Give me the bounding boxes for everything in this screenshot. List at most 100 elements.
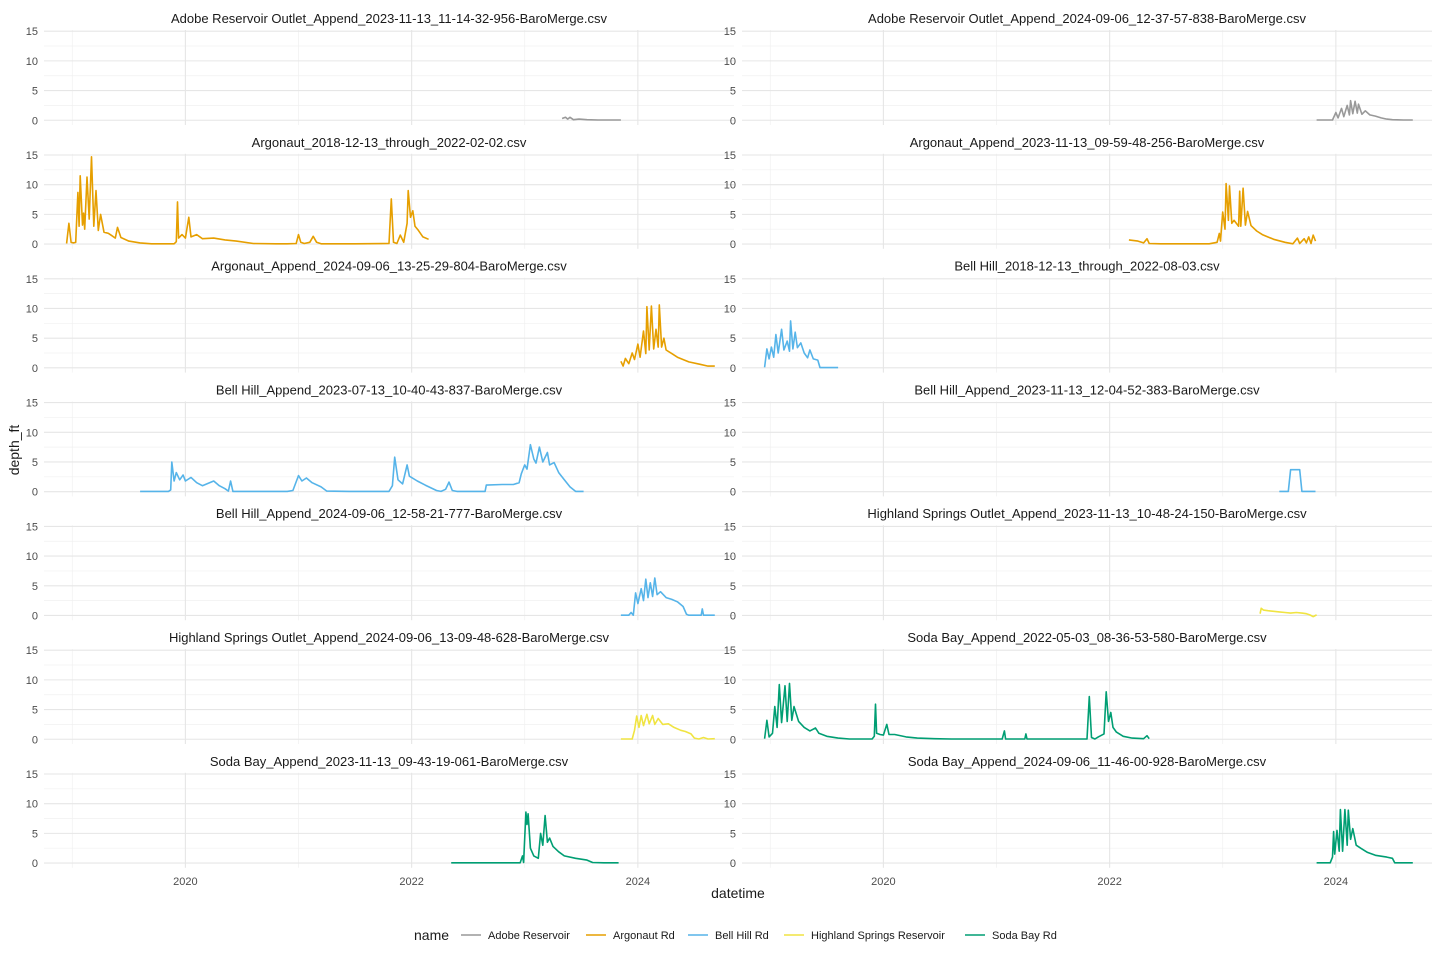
- facet-title: Soda Bay_Append_2023-11-13_09-43-19-061-…: [210, 754, 569, 769]
- legend-label: Adobe Reservoir: [488, 930, 570, 942]
- y-tick-label: 10: [724, 551, 736, 563]
- y-tick-label: 0: [730, 610, 736, 622]
- y-tick-label: 10: [724, 303, 736, 315]
- y-tick-label: 5: [730, 86, 736, 98]
- facet-title: Soda Bay_Append_2024-09-06_11-46-00-928-…: [908, 754, 1267, 769]
- series-line: [1128, 182, 1317, 245]
- series-line: [620, 577, 715, 616]
- y-tick-label: 0: [730, 239, 736, 251]
- series-line: [620, 713, 715, 740]
- series-line: [763, 682, 1150, 740]
- y-tick-label: 15: [724, 521, 736, 533]
- series-line: [1316, 99, 1413, 121]
- y-tick-label: 0: [730, 734, 736, 746]
- series-line: [561, 116, 621, 121]
- y-tick-label: 5: [730, 333, 736, 345]
- facet-panel: Bell Hill_Append_2023-11-13_12-04-52-383…: [724, 382, 1432, 499]
- facet-title: Argonaut_Append_2023-11-13_09-59-48-256-…: [910, 135, 1265, 150]
- facet-title: Highland Springs Outlet_Append_2023-11-1…: [867, 506, 1307, 521]
- y-tick-label: 5: [730, 581, 736, 593]
- y-tick-label: 15: [724, 645, 736, 657]
- y-tick-label: 10: [724, 675, 736, 687]
- y-tick-label: 5: [32, 828, 38, 840]
- series-line: [65, 156, 429, 245]
- facet-title: Adobe Reservoir Outlet_Append_2024-09-06…: [868, 11, 1306, 26]
- series-line: [1279, 468, 1316, 493]
- y-tick-label: 10: [26, 180, 38, 192]
- legend-title: name: [414, 927, 449, 943]
- y-tick-label: 5: [32, 86, 38, 98]
- y-tick-label: 15: [26, 645, 38, 657]
- x-tick-label: 2024: [626, 876, 650, 888]
- facet-title: Argonaut_2018-12-13_through_2022-02-02.c…: [252, 135, 527, 150]
- legend-label: Bell Hill Rd: [715, 930, 769, 942]
- y-tick-label: 10: [26, 56, 38, 68]
- series-line: [140, 443, 584, 493]
- x-tick-label: 2022: [399, 876, 423, 888]
- series-line: [763, 320, 839, 369]
- series-line: [1316, 808, 1413, 864]
- legend: name Adobe Reservoir Argonaut Rd Bell Hill …: [414, 927, 1057, 943]
- y-tick-label: 10: [26, 551, 38, 563]
- facet-title: Highland Springs Outlet_Append_2024-09-0…: [169, 630, 610, 645]
- legend-label: Argonaut Rd: [613, 930, 675, 942]
- y-tick-label: 10: [724, 427, 736, 439]
- legend-label: Highland Springs Reservoir: [811, 930, 945, 942]
- y-tick-label: 10: [26, 799, 38, 811]
- facet-title: Bell Hill_2018-12-13_through_2022-08-03.…: [954, 259, 1220, 274]
- y-tick-label: 0: [32, 115, 38, 127]
- y-tick-label: 10: [724, 56, 736, 68]
- facet-panel: Bell Hill_Append_2023-07-13_10-40-43-837…: [26, 382, 734, 499]
- x-tick-label: 2022: [1097, 876, 1121, 888]
- y-tick-label: 15: [26, 150, 38, 162]
- y-tick-label: 5: [730, 828, 736, 840]
- y-tick-label: 15: [724, 274, 736, 286]
- y-tick-label: 10: [26, 303, 38, 315]
- y-tick-label: 15: [724, 150, 736, 162]
- facet-panel: Soda Bay_Append_2022-05-03_08-36-53-580-…: [724, 630, 1432, 746]
- legend-label: Soda Bay Rd: [992, 930, 1057, 942]
- y-tick-label: 0: [32, 487, 38, 499]
- facet-title: Soda Bay_Append_2022-05-03_08-36-53-580-…: [907, 630, 1267, 645]
- facet-panel: Bell Hill_Append_2024-09-06_12-58-21-777…: [26, 506, 734, 622]
- y-tick-label: 15: [724, 26, 736, 38]
- y-tick-label: 0: [32, 858, 38, 870]
- y-tick-label: 10: [724, 180, 736, 192]
- y-tick-label: 5: [32, 209, 38, 221]
- facet-panel: Highland Springs Outlet_Append_2023-11-1…: [724, 506, 1432, 622]
- y-tick-label: 15: [724, 398, 736, 410]
- facet-panel: Adobe Reservoir Outlet_Append_2024-09-06…: [724, 11, 1432, 127]
- series-line: [451, 811, 619, 864]
- y-tick-label: 5: [730, 209, 736, 221]
- y-tick-label: 5: [730, 705, 736, 717]
- x-tick-label: 2020: [871, 876, 895, 888]
- y-axis-title: depth_ft: [6, 425, 22, 476]
- facet-panel: Argonaut_2018-12-13_through_2022-02-02.c…: [26, 135, 734, 251]
- series-line: [620, 304, 715, 367]
- facet-panel: Soda Bay_Append_2024-09-06_11-46-00-928-…: [724, 754, 1432, 888]
- y-tick-label: 0: [32, 363, 38, 375]
- facet-title: Bell Hill_Append_2023-07-13_10-40-43-837…: [216, 382, 563, 397]
- y-tick-label: 5: [32, 581, 38, 593]
- series-line: [1259, 607, 1317, 618]
- x-axis-title: datetime: [711, 885, 765, 901]
- y-tick-label: 5: [32, 333, 38, 345]
- facet-panel: Argonaut_Append_2023-11-13_09-59-48-256-…: [724, 135, 1432, 251]
- facet-title: Adobe Reservoir Outlet_Append_2023-11-13…: [171, 11, 608, 26]
- y-tick-label: 0: [32, 239, 38, 251]
- facet-panel: Argonaut_Append_2024-09-06_13-25-29-804-…: [26, 259, 734, 375]
- y-tick-label: 15: [26, 521, 38, 533]
- facet-title: Argonaut_Append_2024-09-06_13-25-29-804-…: [211, 259, 567, 274]
- y-tick-label: 15: [26, 274, 38, 286]
- y-tick-label: 0: [730, 363, 736, 375]
- y-tick-label: 10: [26, 675, 38, 687]
- y-tick-label: 0: [32, 734, 38, 746]
- y-tick-label: 5: [730, 457, 736, 469]
- facet-panel: Bell Hill_2018-12-13_through_2022-08-03.…: [724, 259, 1432, 375]
- y-tick-label: 0: [730, 115, 736, 127]
- facet-panel: Adobe Reservoir Outlet_Append_2023-11-13…: [26, 11, 734, 127]
- y-tick-label: 0: [730, 487, 736, 499]
- y-tick-label: 15: [724, 769, 736, 781]
